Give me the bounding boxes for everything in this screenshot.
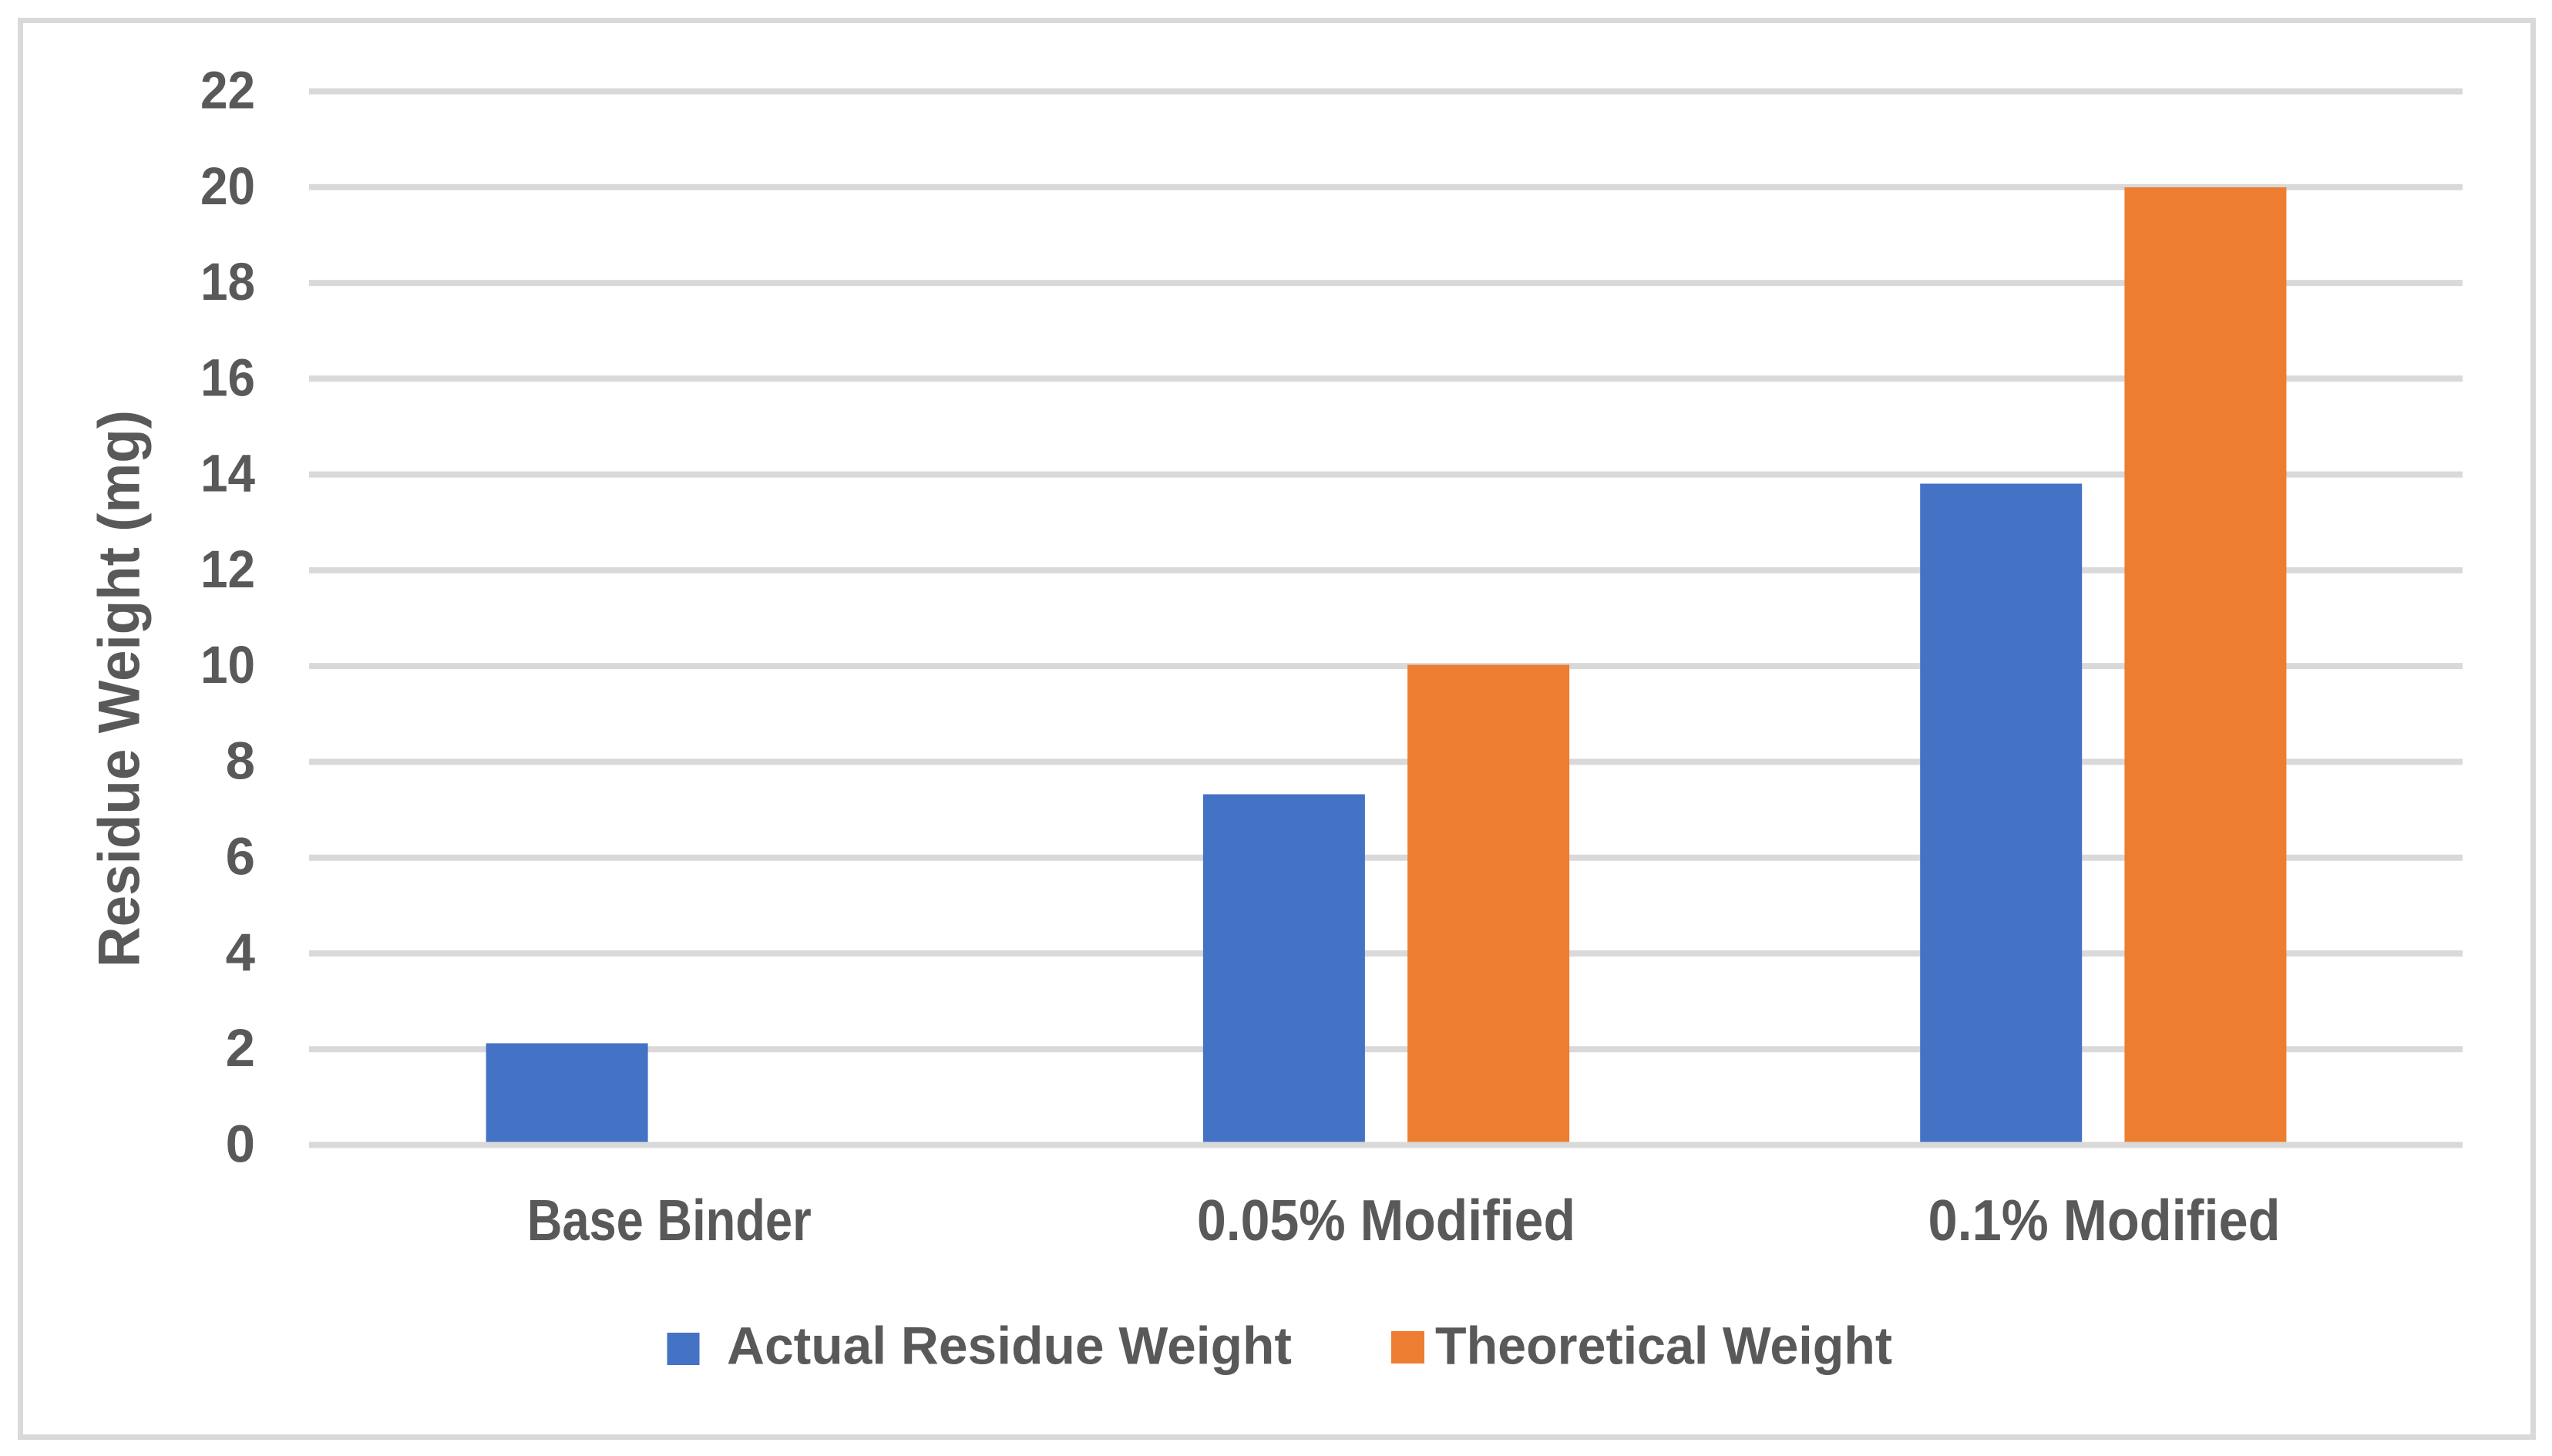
svg-text:Base Binder: Base Binder (527, 1188, 812, 1253)
svg-text:18: 18 (200, 252, 255, 311)
svg-text:Actual Residue Weight: Actual Residue Weight (727, 1316, 1292, 1376)
svg-text:Residue Weight (mg): Residue Weight (mg) (87, 410, 153, 967)
svg-text:12: 12 (200, 540, 255, 599)
svg-text:16: 16 (200, 348, 255, 407)
svg-text:10: 10 (200, 635, 255, 694)
svg-text:20: 20 (200, 156, 255, 216)
svg-text:6: 6 (226, 827, 255, 886)
svg-text:2: 2 (226, 1018, 255, 1078)
svg-text:4: 4 (226, 923, 255, 982)
svg-text:0.05% Modified: 0.05% Modified (1197, 1188, 1575, 1253)
svg-text:Theoretical Weight: Theoretical Weight (1435, 1316, 1892, 1376)
svg-text:0.1% Modified: 0.1% Modified (1928, 1188, 2281, 1253)
svg-text:0: 0 (226, 1115, 255, 1174)
svg-text:8: 8 (226, 731, 255, 790)
svg-text:22: 22 (200, 61, 255, 120)
svg-text:14: 14 (200, 444, 255, 503)
